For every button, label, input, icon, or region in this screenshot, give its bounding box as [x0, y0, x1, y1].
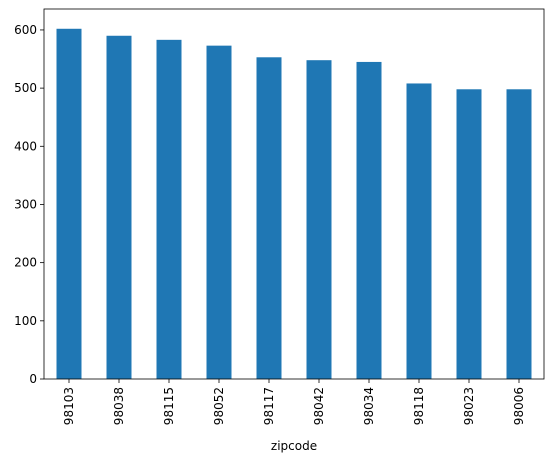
x-tick-label: 98052: [212, 387, 226, 425]
y-tick-label: 300: [14, 197, 37, 211]
y-tick-label: 200: [14, 256, 37, 270]
x-tick-label: 98023: [462, 387, 476, 425]
x-tick-label: 98038: [112, 387, 126, 425]
y-tick-label: 600: [14, 23, 37, 37]
plot-frame: [43, 8, 545, 380]
bar: [106, 35, 132, 379]
bar: [456, 89, 482, 379]
x-tick-label: 98118: [412, 387, 426, 425]
bar: [356, 61, 382, 380]
y-tick-label: 500: [14, 81, 37, 95]
x-axis-label: zipcode: [271, 439, 317, 453]
bar: [206, 45, 232, 380]
x-tick-label: 98103: [62, 387, 76, 425]
y-tick-label: 0: [29, 372, 37, 386]
x-tick-label: 98042: [312, 387, 326, 425]
bar: [306, 60, 332, 379]
x-tick-label: 98115: [162, 387, 176, 425]
bar: [406, 83, 432, 380]
x-tick-label: 98006: [512, 387, 526, 425]
y-tick-label: 100: [14, 314, 37, 328]
bar: [506, 89, 532, 379]
bar: [56, 28, 82, 379]
x-tick-label: 98117: [262, 387, 276, 425]
bar: [156, 39, 182, 379]
x-tick-label: 98034: [362, 387, 376, 425]
bar: [256, 57, 282, 379]
y-tick-label: 400: [14, 139, 37, 153]
